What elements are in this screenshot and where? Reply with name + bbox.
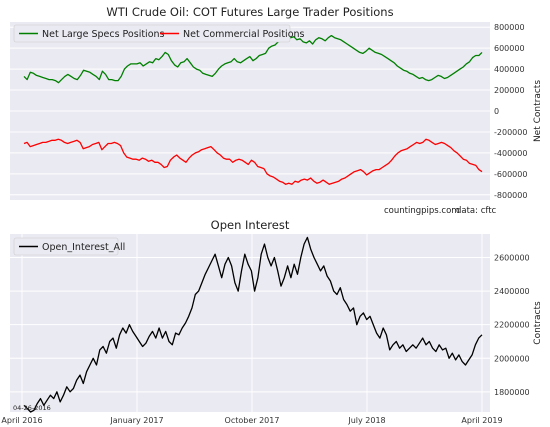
bottom-gridlines (10, 234, 490, 412)
y-tick-label: 2600000 (494, 254, 530, 263)
y-tick-label: -800000 (494, 191, 527, 200)
y-tick-label: 1800000 (494, 388, 530, 397)
series-line-net-commercial-positions (23, 138, 483, 185)
series-line-net-large-specs-positions (23, 34, 483, 84)
legend-label-open-interest: Open_Interest_All (42, 242, 125, 253)
source-site-note: countingpips.com (384, 206, 460, 216)
series-line-open-interest-all (23, 236, 483, 413)
legend-label-commercial: Net Commercial Positions (183, 29, 305, 40)
y-tick-label: -200000 (494, 128, 527, 137)
top-legend-box (13, 24, 291, 43)
bottom-legend-box (13, 237, 119, 256)
bottom-chart: 1800000 2000000 2200000 2400000 2600000 Apri… (1, 218, 543, 425)
bottom-y-axis-label: Contracts (533, 301, 543, 345)
x-tick-label: July 2018 (347, 416, 385, 425)
top-series-lines (23, 34, 483, 185)
y-tick-label: 2200000 (494, 321, 530, 330)
y-tick-label: 0 (494, 107, 499, 116)
top-chart: 800000 600000 400000 200000 0 -200000 -400000 -… (10, 5, 543, 216)
x-tick-label: April 2016 (1, 416, 42, 425)
y-tick-label: -400000 (494, 149, 527, 158)
start-date-note: 04-26-2016 (13, 404, 51, 412)
top-y-axis-label: Net Contracts (533, 80, 543, 142)
bottom-plot-area (10, 234, 490, 412)
y-tick-label: 2400000 (494, 287, 530, 296)
x-tick-label: October 2017 (225, 416, 280, 425)
bottom-legend: Open_Interest_All (13, 237, 125, 256)
bottom-y-tick-labels: 1800000 2000000 2200000 2400000 2600000 (494, 254, 530, 397)
y-tick-label: 400000 (494, 65, 525, 74)
x-tick-label: January 2017 (109, 416, 163, 425)
top-chart-title: WTI Crude Oil: COT Futures Large Trader … (106, 5, 393, 19)
top-legend: Net Large Specs Positions Net Commercial… (13, 24, 305, 43)
bottom-series-lines (23, 236, 483, 413)
y-tick-label: -600000 (494, 170, 527, 179)
bottom-chart-title: Open Interest (211, 218, 290, 232)
y-tick-label: 200000 (494, 86, 525, 95)
y-tick-label: 2000000 (494, 354, 530, 363)
y-tick-label: 600000 (494, 44, 525, 53)
top-y-tick-labels: 800000 600000 400000 200000 0 -200000 -400000 -… (494, 23, 527, 200)
y-tick-label: 800000 (494, 23, 525, 32)
bottom-x-tick-labels: April 2016 January 2017 October 2017 July 2… (1, 416, 502, 425)
x-tick-label: April 2019 (461, 416, 502, 425)
legend-label-specs: Net Large Specs Positions (42, 29, 165, 40)
data-source-note: data: cftc (456, 206, 497, 216)
